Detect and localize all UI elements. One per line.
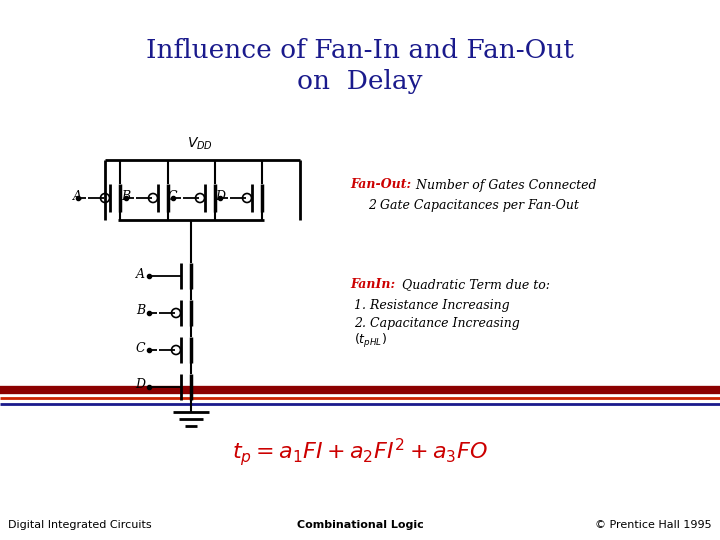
Text: Fan-Out:: Fan-Out: [350, 179, 411, 192]
Text: A: A [73, 190, 82, 202]
Text: Digital Integrated Circuits: Digital Integrated Circuits [8, 520, 152, 530]
Text: $t_p = a_1 FI + a_2 FI^2 + a_3 FO$: $t_p = a_1 FI + a_2 FI^2 + a_3 FO$ [232, 436, 488, 468]
Text: Quadratic Term due to:: Quadratic Term due to: [398, 279, 550, 292]
Text: B: B [136, 305, 145, 318]
Text: C: C [167, 190, 177, 202]
Text: Number of Gates Connected: Number of Gates Connected [412, 179, 596, 192]
Text: 2 Gate Capacitances per Fan-Out: 2 Gate Capacitances per Fan-Out [368, 199, 579, 212]
Text: $V_{DD}$: $V_{DD}$ [187, 136, 213, 152]
Text: 2. Capacitance Increasing: 2. Capacitance Increasing [354, 316, 520, 329]
Text: 1. Resistance Increasing: 1. Resistance Increasing [354, 299, 510, 312]
Text: on  Delay: on Delay [297, 70, 423, 94]
Text: D: D [215, 190, 225, 202]
Text: $(t_{pHL})$: $(t_{pHL})$ [354, 332, 387, 350]
Text: Influence of Fan-In and Fan-Out: Influence of Fan-In and Fan-Out [146, 37, 574, 63]
Text: D: D [135, 379, 145, 392]
Text: FanIn:: FanIn: [350, 279, 395, 292]
Text: B: B [121, 190, 130, 202]
Text: C: C [135, 341, 145, 354]
Text: © Prentice Hall 1995: © Prentice Hall 1995 [595, 520, 712, 530]
Text: A: A [136, 267, 145, 280]
Text: Combinational Logic: Combinational Logic [297, 520, 423, 530]
